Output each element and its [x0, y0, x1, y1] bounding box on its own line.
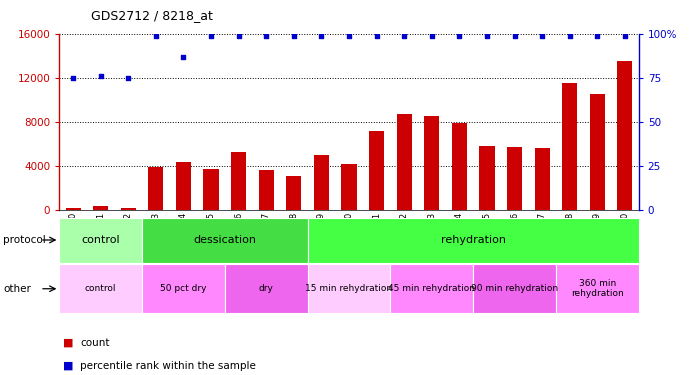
Bar: [93, 206, 108, 210]
Bar: [142, 217, 308, 262]
Text: GDS2712 / 8218_at: GDS2712 / 8218_at: [91, 9, 213, 22]
Bar: [535, 148, 550, 210]
Bar: [562, 83, 577, 210]
Text: rehydration: rehydration: [440, 235, 505, 245]
Point: [233, 33, 244, 39]
Bar: [231, 152, 246, 210]
Bar: [473, 264, 556, 313]
Text: control: control: [85, 284, 117, 293]
Bar: [121, 209, 136, 210]
Point: [482, 33, 493, 39]
Text: dessication: dessication: [193, 235, 256, 245]
Bar: [507, 147, 522, 210]
Point: [178, 54, 189, 60]
Text: percentile rank within the sample: percentile rank within the sample: [80, 361, 256, 370]
Bar: [66, 208, 81, 210]
Bar: [286, 176, 302, 210]
Bar: [556, 264, 639, 313]
Point: [619, 33, 630, 39]
Bar: [452, 123, 467, 210]
Point: [150, 33, 161, 39]
Point: [399, 33, 410, 39]
Bar: [341, 164, 357, 210]
Text: 90 min rehydration: 90 min rehydration: [471, 284, 558, 293]
Bar: [204, 169, 218, 210]
Text: 50 pct dry: 50 pct dry: [161, 284, 207, 293]
Text: 15 min rehydration: 15 min rehydration: [306, 284, 392, 293]
Point: [426, 33, 438, 39]
Bar: [424, 116, 439, 210]
Point: [95, 73, 106, 79]
Bar: [176, 162, 191, 210]
Text: ■: ■: [63, 338, 73, 348]
Text: other: other: [3, 284, 31, 294]
Bar: [369, 131, 384, 210]
Point: [564, 33, 575, 39]
Point: [123, 75, 134, 81]
Point: [509, 33, 520, 39]
Bar: [396, 114, 412, 210]
Bar: [59, 217, 142, 262]
Bar: [314, 155, 329, 210]
Text: ■: ■: [63, 361, 73, 370]
Point: [260, 33, 272, 39]
Bar: [225, 264, 308, 313]
Point: [371, 33, 383, 39]
Bar: [259, 170, 274, 210]
Point: [592, 33, 603, 39]
Text: dry: dry: [259, 284, 274, 293]
Text: control: control: [82, 235, 120, 245]
Point: [343, 33, 355, 39]
Bar: [148, 167, 163, 210]
Point: [315, 33, 327, 39]
Point: [537, 33, 548, 39]
Text: 360 min
rehydration: 360 min rehydration: [571, 279, 624, 298]
Bar: [617, 61, 632, 210]
Bar: [308, 264, 390, 313]
Point: [454, 33, 465, 39]
Bar: [480, 146, 494, 210]
Point: [205, 33, 216, 39]
Text: count: count: [80, 338, 110, 348]
Bar: [390, 264, 473, 313]
Text: protocol: protocol: [3, 235, 46, 245]
Point: [288, 33, 299, 39]
Bar: [590, 94, 605, 210]
Bar: [308, 217, 639, 262]
Text: 45 min rehydration: 45 min rehydration: [388, 284, 475, 293]
Bar: [59, 264, 142, 313]
Bar: [142, 264, 225, 313]
Point: [68, 75, 79, 81]
